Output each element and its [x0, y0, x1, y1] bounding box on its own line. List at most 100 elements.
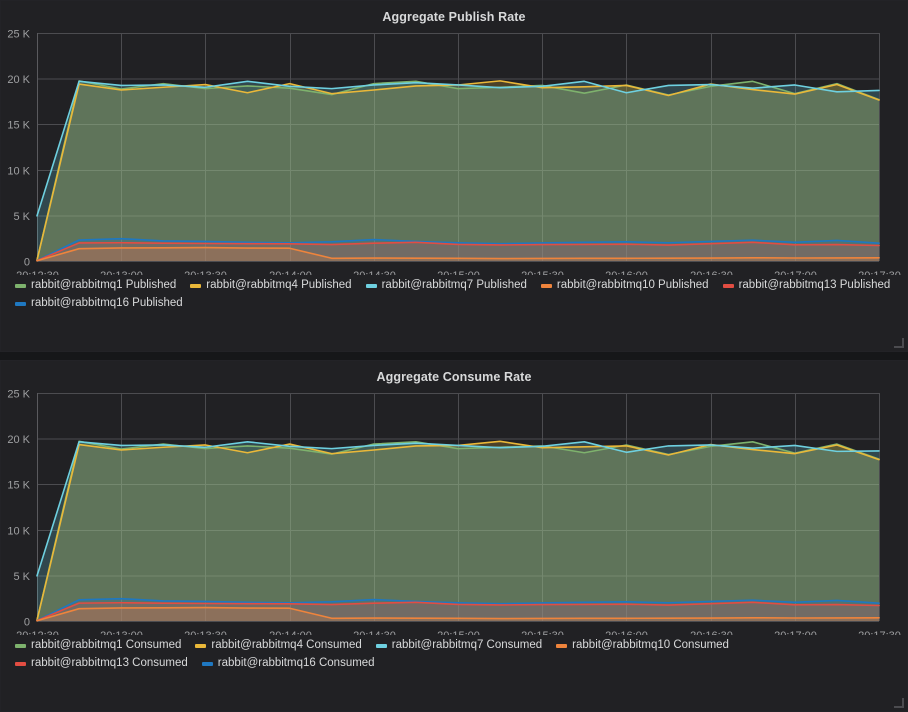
series-line: [36, 80, 880, 217]
x-axis-tick-label: 20:17:00: [774, 270, 817, 275]
series-line: [36, 237, 880, 262]
x-axis-tick-label: 20:14:00: [269, 630, 312, 635]
legend-series-label: rabbit@rabbitmq1 Consumed: [31, 639, 182, 651]
legend-item[interactable]: rabbit@rabbitmq1 Consumed: [15, 639, 181, 652]
legend-color-swatch-icon[interactable]: [15, 661, 26, 666]
resize-grip-icon[interactable]: [893, 337, 905, 349]
legend[interactable]: rabbit@rabbitmq1 Published rabbit@rabbitm…: [1, 275, 907, 315]
series-area: [37, 242, 879, 261]
legend-item[interactable]: rabbit@rabbitmq13 Consumed: [15, 657, 188, 670]
x-axis-tick-label: 20:13:00: [100, 630, 143, 635]
legend-color-swatch-icon[interactable]: [190, 283, 202, 288]
panel-title[interactable]: Aggregate Publish Rate: [382, 10, 526, 24]
panel-aggregate-publish-rate[interactable]: Aggregate Publish Rate 0 5 K 10 K 15 K 20 K 2…: [0, 0, 908, 352]
series-area: [37, 607, 879, 621]
x-axis-tick-label: 20:16:00: [605, 270, 648, 275]
y-axis-tick-label: 10 K: [7, 525, 30, 537]
x-axis-tick-label: 20:15:00: [437, 270, 480, 275]
y-axis-tick-label: 20 K: [7, 434, 30, 446]
x-axis-tick-label: 20:14:30: [353, 630, 396, 635]
series-area: [37, 247, 879, 261]
x-axis-tick-label: 20:16:30: [690, 270, 733, 275]
legend-series-label: rabbit@rabbitmq7 Published: [381, 279, 527, 291]
legend-item[interactable]: rabbit@rabbitmq10 Consumed: [556, 639, 729, 652]
legend-series-label: rabbit@rabbitmq10 Consumed: [572, 639, 729, 651]
x-axis-tick-label: 20:17:00: [774, 630, 817, 635]
x-axis-tick-label: 20:12:30: [16, 630, 59, 635]
y-axis-tick-label: 10 K: [7, 165, 30, 177]
legend-color-swatch-icon[interactable]: [15, 643, 26, 648]
series-area: [37, 80, 879, 261]
legend-series-label: rabbit@rabbitmq7 Consumed: [391, 639, 543, 651]
y-axis-tick-label: 5 K: [13, 571, 30, 583]
y-axis-tick-label: 0: [24, 617, 30, 629]
series-line: [36, 241, 880, 262]
legend-series-label: rabbit@rabbitmq1 Published: [31, 279, 177, 291]
series-line: [36, 440, 880, 577]
series-area: [37, 441, 879, 621]
y-axis-tick-label: 0: [24, 257, 30, 269]
x-axis-tick-label: 20:15:00: [437, 630, 480, 635]
x-axis-tick-label: 20:17:30: [858, 270, 901, 275]
legend-item[interactable]: rabbit@rabbitmq1 Published: [15, 279, 176, 292]
x-axis-tick-label: 20:15:30: [521, 630, 564, 635]
series-line: [36, 246, 880, 262]
legend[interactable]: rabbit@rabbitmq1 Consumed rabbit@rabbitmq…: [1, 635, 907, 675]
x-axis-tick-label: 20:13:00: [100, 270, 143, 275]
legend-item[interactable]: rabbit@rabbitmq10 Published: [540, 279, 709, 292]
panel-title[interactable]: Aggregate Consume Rate: [376, 370, 532, 384]
legend-item[interactable]: rabbit@rabbitmq7 Published: [365, 279, 527, 292]
x-axis-tick-label: 20:13:30: [184, 630, 227, 635]
panel-aggregate-consume-rate[interactable]: Aggregate Consume Rate 0 5 K 10 K 15 K 20 K 2…: [0, 360, 908, 712]
series-area: [37, 81, 879, 261]
series-area: [37, 602, 879, 621]
y-axis-tick-label: 5 K: [13, 211, 30, 223]
series-line: [36, 606, 880, 622]
timeseries-graph[interactable]: 0 5 K 10 K 15 K 20 K 25 K 20:12:30 20:13:00 20:1…: [1, 25, 908, 276]
timeseries-graph[interactable]: 0 5 K 10 K 15 K 20 K 25 K 20:12:30 20:13:00 20:1…: [1, 385, 908, 636]
legend-color-swatch-icon[interactable]: [722, 283, 734, 288]
series-area: [37, 441, 879, 621]
legend-item[interactable]: rabbit@rabbitmq16 Consumed: [201, 657, 375, 670]
y-axis-tick-label: 25 K: [7, 389, 30, 401]
x-axis-tick-label: 20:14:00: [269, 270, 312, 275]
x-axis-tick-label: 20:15:30: [521, 270, 564, 275]
x-axis-tick-label: 20:12:30: [16, 270, 59, 275]
legend-series-label: rabbit@rabbitmq16 Published: [31, 297, 183, 309]
legend-color-swatch-icon[interactable]: [15, 301, 26, 306]
x-axis-tick-label: 20:17:30: [858, 630, 901, 635]
y-axis-tick-label: 15 K: [7, 120, 30, 132]
legend-color-swatch-icon[interactable]: [15, 283, 26, 288]
legend-color-swatch-icon[interactable]: [365, 283, 377, 288]
legend-item[interactable]: rabbit@rabbitmq16 Published: [15, 297, 183, 310]
legend-series-label: rabbit@rabbitmq4 Consumed: [211, 639, 362, 651]
series-area: [37, 441, 879, 621]
y-axis-tick-label: 15 K: [7, 480, 30, 492]
legend-color-swatch-icon[interactable]: [556, 643, 568, 648]
legend-item[interactable]: rabbit@rabbitmq13 Published: [722, 279, 891, 292]
legend-color-swatch-icon[interactable]: [195, 643, 207, 648]
legend-series-label: rabbit@rabbitmq13 Consumed: [31, 657, 188, 669]
x-axis-tick-label: 20:16:00: [605, 630, 648, 635]
legend-series-label: rabbit@rabbitmq13 Published: [738, 279, 891, 291]
y-axis-tick-label: 20 K: [7, 74, 30, 86]
series-line: [36, 601, 880, 622]
legend-color-swatch-icon[interactable]: [540, 283, 552, 288]
legend-item[interactable]: rabbit@rabbitmq4 Published: [190, 279, 352, 292]
plot-area[interactable]: 0 5 K 10 K 15 K 20 K 25 K 20:12:30 20:13:00 20:1…: [1, 385, 908, 636]
legend-item[interactable]: rabbit@rabbitmq7 Consumed: [375, 639, 543, 652]
series-line: [36, 597, 880, 622]
legend-series-label: rabbit@rabbitmq4 Published: [206, 279, 352, 291]
x-axis-tick-label: 20:14:30: [353, 270, 396, 275]
y-axis-tick-label: 25 K: [7, 29, 30, 41]
x-axis-tick-label: 20:13:30: [184, 270, 227, 275]
legend-series-label: rabbit@rabbitmq16 Consumed: [217, 657, 375, 669]
legend-series-label: rabbit@rabbitmq10 Published: [556, 279, 709, 291]
series-area: [37, 80, 879, 261]
resize-grip-icon[interactable]: [893, 697, 905, 709]
legend-item[interactable]: rabbit@rabbitmq4 Consumed: [195, 639, 362, 652]
legend-color-swatch-icon[interactable]: [375, 643, 387, 648]
legend-color-swatch-icon[interactable]: [201, 661, 213, 666]
plot-area[interactable]: 0 5 K 10 K 15 K 20 K 25 K 20:12:30 20:13:00 20:1…: [1, 25, 908, 276]
